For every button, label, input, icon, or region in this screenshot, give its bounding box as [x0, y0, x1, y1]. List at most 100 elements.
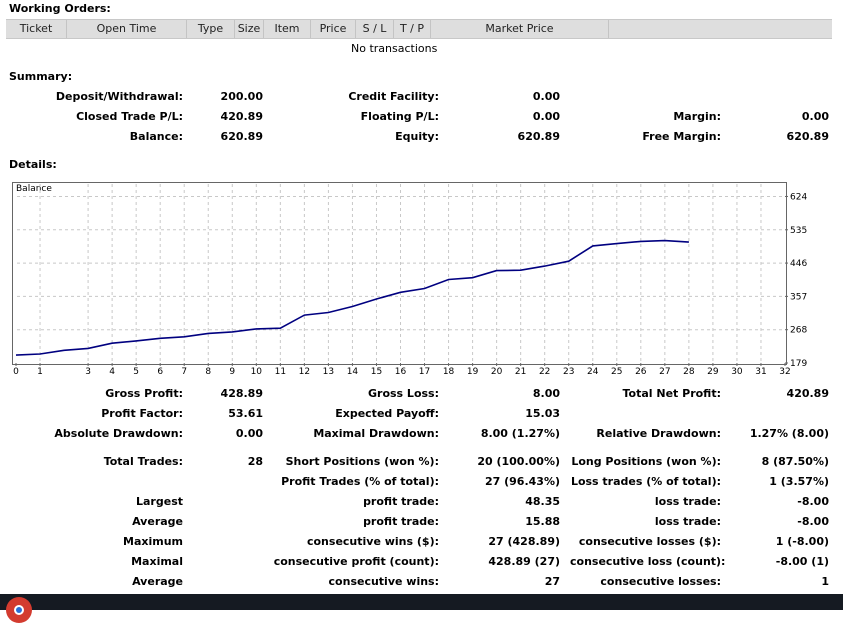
- margin-label: Margin:: [673, 110, 721, 123]
- y-tick-label: 624: [790, 192, 807, 202]
- x-tick-label: 26: [635, 367, 647, 377]
- short-positions-label: Short Positions (won %):: [285, 455, 439, 468]
- largest-loss-label: loss trade:: [654, 495, 721, 508]
- y-tick-label: 357: [790, 292, 807, 302]
- x-tick-label: 32: [779, 367, 790, 377]
- col-type[interactable]: Type: [187, 20, 235, 38]
- orders-table-header: Ticket Open Time Type Size Item Price S …: [6, 19, 832, 39]
- x-tick-label: 27: [659, 367, 670, 377]
- x-tick-label: 11: [275, 367, 286, 377]
- max-consecutive-wins-label: consecutive wins ($):: [306, 535, 439, 548]
- details-title: Details:: [9, 158, 57, 171]
- closed-pl-label: Closed Trade P/L:: [76, 110, 183, 123]
- avg-consecutive-losses-label: consecutive losses:: [600, 575, 721, 588]
- chrome-icon[interactable]: [6, 597, 32, 623]
- y-tick-label: 268: [790, 326, 807, 336]
- avg-consecutive-losses-value: 1: [821, 575, 829, 588]
- deposit-label: Deposit/Withdrawal:: [55, 90, 183, 103]
- total-trades-label: Total Trades:: [103, 455, 183, 468]
- working-orders-title: Working Orders:: [9, 2, 111, 15]
- col-ticket[interactable]: Ticket: [6, 20, 67, 38]
- taskbar: [0, 594, 843, 610]
- floating-pl-label: Floating P/L:: [360, 110, 439, 123]
- loss-trades-label: Loss trades (% of total):: [570, 475, 721, 488]
- equity-label: Equity:: [395, 130, 439, 143]
- average-profit-label: profit trade:: [363, 515, 439, 528]
- x-tick-label: 30: [731, 367, 743, 377]
- maximal-drawdown-value: 8.00 (1.27%): [480, 427, 560, 440]
- x-tick-label: 23: [563, 367, 574, 377]
- col-tp[interactable]: T / P: [394, 20, 431, 38]
- x-tick-label: 22: [539, 367, 550, 377]
- absolute-drawdown-label: Absolute Drawdown:: [54, 427, 183, 440]
- no-transactions-text: No transactions: [351, 42, 438, 55]
- x-tick-label: 3: [85, 367, 91, 377]
- average-loss-value: -8.00: [797, 515, 829, 528]
- col-item[interactable]: Item: [264, 20, 311, 38]
- gross-loss-label: Gross Loss:: [368, 387, 439, 400]
- x-tick-label: 7: [181, 367, 187, 377]
- x-tick-label: 12: [299, 367, 310, 377]
- x-tick-label: 21: [515, 367, 526, 377]
- expected-payoff-value: 15.03: [525, 407, 560, 420]
- maximal-consecutive-profit-label: consecutive profit (count):: [273, 555, 439, 568]
- total-trades-value: 28: [247, 455, 263, 468]
- balance-line: [15, 239, 689, 356]
- col-open-time[interactable]: Open Time: [67, 20, 187, 38]
- x-tick-label: 19: [467, 367, 479, 377]
- largest-loss-value: -8.00: [797, 495, 829, 508]
- x-tick-label: 28: [683, 367, 695, 377]
- deposit-value: 200.00: [220, 90, 263, 103]
- x-tick-label: 1: [37, 367, 43, 377]
- balance-chart-frame: [12, 182, 787, 365]
- x-tick-label: 10: [251, 367, 263, 377]
- max-consecutive-losses-label: consecutive losses ($):: [578, 535, 721, 548]
- total-net-profit-label: Total Net Profit:: [622, 387, 722, 400]
- x-tick-label: 17: [419, 367, 430, 377]
- floating-pl-value: 0.00: [532, 110, 560, 123]
- total-net-profit-value: 420.89: [786, 387, 829, 400]
- y-tick-label: 446: [790, 259, 807, 269]
- maximal-consecutive-loss-label: consecutive loss (count):: [570, 555, 726, 568]
- maximal-consecutive-loss-value: -8.00 (1): [775, 555, 829, 568]
- x-tick-label: 13: [323, 367, 334, 377]
- x-tick-label: 16: [395, 367, 407, 377]
- maximal-drawdown-label: Maximal Drawdown:: [313, 427, 439, 440]
- free-margin-label: Free Margin:: [642, 130, 721, 143]
- col-sl[interactable]: S / L: [356, 20, 394, 38]
- col-market-price[interactable]: Market Price: [431, 20, 609, 38]
- x-tick-label: 25: [611, 367, 622, 377]
- long-positions-label: Long Positions (won %):: [571, 455, 721, 468]
- largest-profit-label: profit trade:: [363, 495, 439, 508]
- profit-trades-value: 27 (96.43%): [484, 475, 560, 488]
- relative-drawdown-label: Relative Drawdown:: [596, 427, 721, 440]
- x-tick-label: 18: [443, 367, 455, 377]
- credit-value: 0.00: [532, 90, 560, 103]
- col-price[interactable]: Price: [311, 20, 356, 38]
- average-label: Average: [132, 515, 183, 528]
- average-profit-value: 15.88: [525, 515, 560, 528]
- avg-consecutive-wins-value: 27: [544, 575, 560, 588]
- balance-value: 620.89: [220, 130, 263, 143]
- max-consecutive-wins-value: 27 (428.89): [488, 535, 560, 548]
- free-margin-value: 620.89: [786, 130, 829, 143]
- maximal-label: Maximal: [131, 555, 183, 568]
- average-loss-label: loss trade:: [654, 515, 721, 528]
- largest-profit-value: 48.35: [525, 495, 560, 508]
- x-tick-label: 24: [587, 367, 599, 377]
- chart-legend: Balance: [16, 184, 52, 194]
- x-tick-label: 5: [133, 367, 139, 377]
- y-tick-label: 179: [790, 359, 807, 369]
- relative-drawdown-value: 1.27% (8.00): [749, 427, 829, 440]
- largest-label: Largest: [136, 495, 183, 508]
- x-tick-label: 9: [229, 367, 235, 377]
- avg-consecutive-wins-label: consecutive wins:: [328, 575, 439, 588]
- x-tick-label: 4: [109, 367, 115, 377]
- gross-loss-value: 8.00: [532, 387, 560, 400]
- x-tick-label: 0: [13, 367, 19, 377]
- gross-profit-value: 428.89: [220, 387, 263, 400]
- margin-value: 0.00: [801, 110, 829, 123]
- x-tick-label: 8: [205, 367, 211, 377]
- x-tick-label: 31: [755, 367, 766, 377]
- col-size[interactable]: Size: [235, 20, 264, 38]
